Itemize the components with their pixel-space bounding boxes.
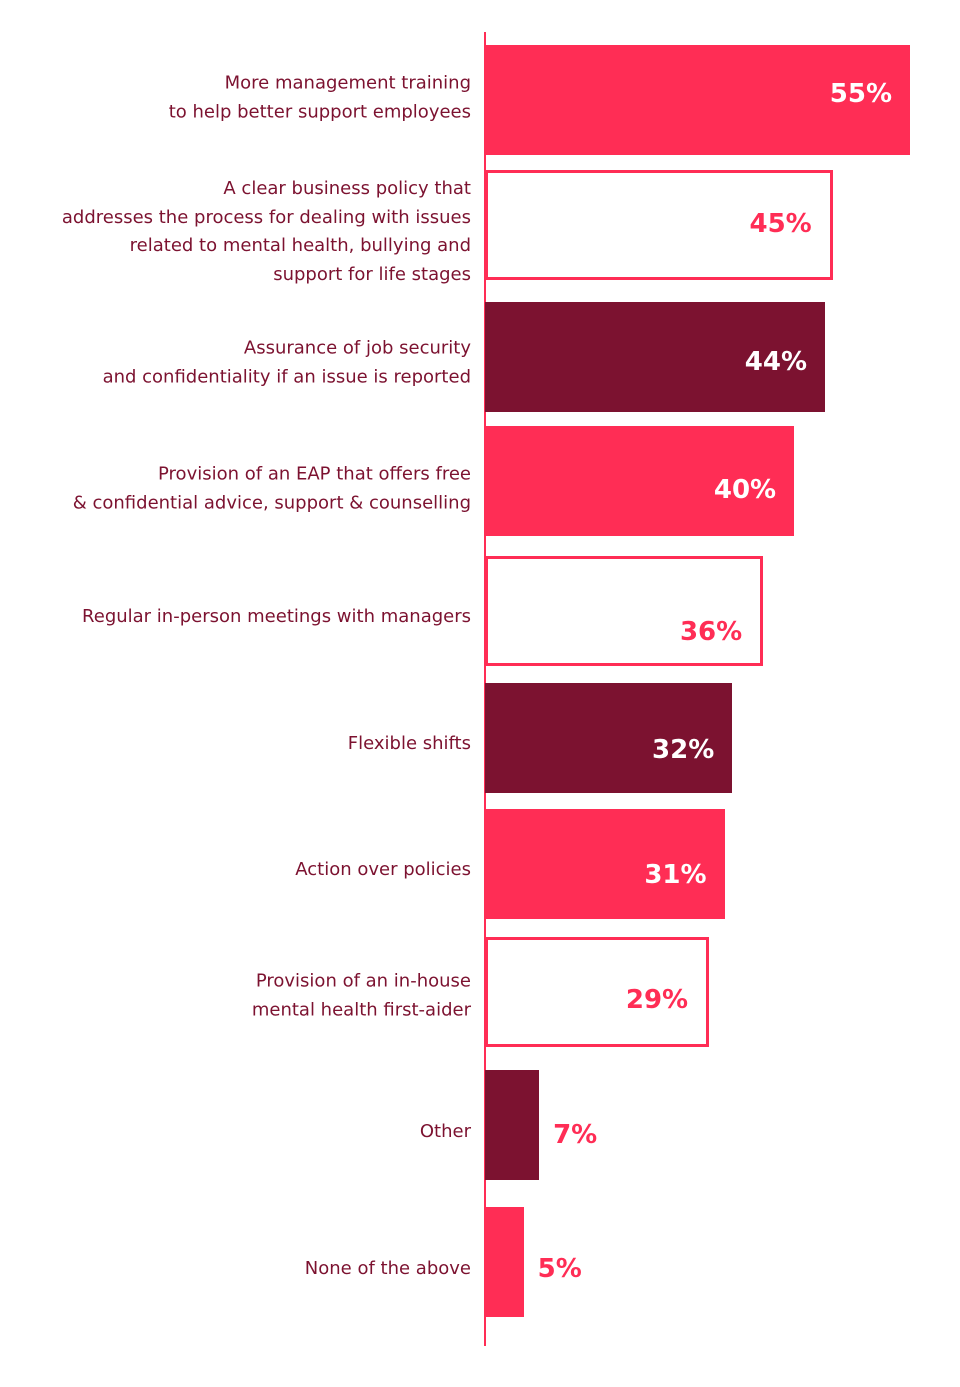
category-label-3: Provision of an EAP that offers free & co… xyxy=(31,461,471,518)
category-label-line: More management training xyxy=(224,72,471,94)
category-label-line: A clear business policy that xyxy=(223,178,471,199)
bar-3 xyxy=(485,426,795,536)
category-label-6: Action over policies xyxy=(31,856,471,885)
category-label-4: Regular in-person meetings with managers xyxy=(31,603,471,632)
category-label-1: A clear business policy that addresses th… xyxy=(31,175,471,289)
value-label-9: 5% xyxy=(537,1254,582,1284)
bar-6 xyxy=(485,809,725,919)
bar-7 xyxy=(485,937,710,1047)
category-label-9: None of the above xyxy=(31,1255,471,1284)
bar-0 xyxy=(485,45,910,155)
value-label-5: 32% xyxy=(652,735,715,765)
category-label-2: Assurance of job security and confidentia… xyxy=(31,335,471,392)
value-label-8: 7% xyxy=(553,1120,598,1150)
value-label-4: 36% xyxy=(679,617,743,647)
bar-5 xyxy=(485,683,733,793)
category-label-line: Provision of an in-house xyxy=(255,970,471,992)
category-label-line: Provision of an EAP that offers free xyxy=(158,463,471,485)
category-label-line: support for life stages xyxy=(273,263,471,285)
category-label-8: Other xyxy=(31,1118,471,1147)
category-label-0: More management training to help better s… xyxy=(31,70,471,127)
value-label-3: 40% xyxy=(713,475,777,505)
category-label-line: addresses the process for dealing with i… xyxy=(61,206,471,228)
bar-4 xyxy=(485,556,764,666)
category-label-line: and confidentiality if an issue is repor… xyxy=(102,366,471,387)
value-label-0: 55% xyxy=(829,79,892,109)
bar-8 xyxy=(485,1070,540,1180)
category-label-line: mental health first-aider xyxy=(251,999,471,1020)
category-label-line: Other xyxy=(419,1120,471,1142)
category-label-7: Provision of an in-house mental health fi… xyxy=(31,968,471,1025)
category-label-line: None of the above xyxy=(304,1257,471,1279)
category-label-line: Flexible shifts xyxy=(347,732,471,754)
bar-2 xyxy=(485,302,825,412)
category-label-line: Action over policies xyxy=(295,858,471,880)
value-label-2: 44% xyxy=(744,347,807,377)
bar-1 xyxy=(485,170,833,280)
bar-9 xyxy=(485,1207,524,1317)
category-label-line: related to mental health, bullying and xyxy=(129,235,471,256)
category-label-line: & confidential advice, support & counsel… xyxy=(72,492,471,513)
category-label-line: Assurance of job security xyxy=(243,337,471,359)
value-label-1: 45% xyxy=(749,209,812,239)
category-label-5: Flexible shifts xyxy=(31,730,471,759)
category-label-line: to help better support employees xyxy=(168,101,471,122)
value-label-7: 29% xyxy=(625,985,689,1015)
category-label-line: Regular in-person meetings with managers xyxy=(82,605,471,627)
value-label-6: 31% xyxy=(644,860,707,890)
